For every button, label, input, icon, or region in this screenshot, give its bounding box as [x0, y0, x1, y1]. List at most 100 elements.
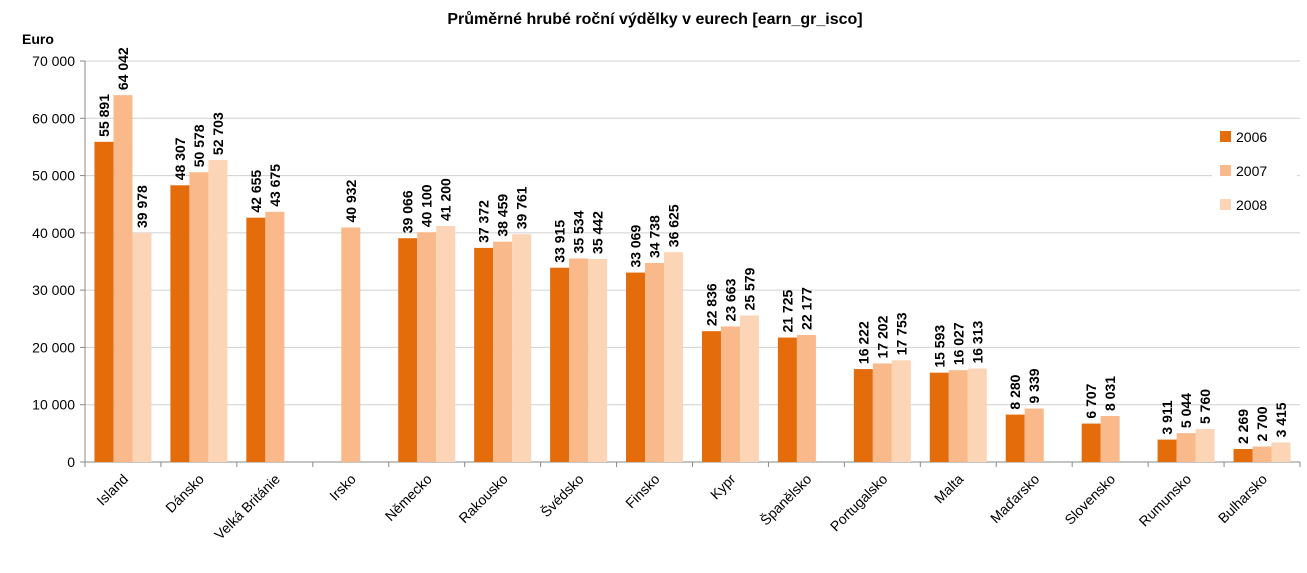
bar [796, 334, 816, 462]
bar [113, 95, 133, 462]
bar [626, 272, 646, 462]
x-tick-label: Německo [382, 471, 435, 524]
value-label: 22 177 [798, 287, 814, 330]
bar [550, 267, 570, 462]
x-tick-label: Portugalsko [827, 471, 891, 535]
y-tick-label: 70 000 [32, 53, 75, 69]
bar [417, 232, 437, 462]
bar [1005, 414, 1025, 462]
x-tick-label: Rumunsko [1136, 471, 1195, 530]
x-tick-label: Slovensko [1061, 471, 1118, 528]
value-label: 3 415 [1273, 402, 1289, 437]
value-label: 8 280 [1007, 374, 1023, 409]
value-label: 35 442 [590, 211, 606, 254]
x-tick-label: Dánsko [162, 471, 207, 516]
x-tick-label: Island [93, 471, 131, 509]
value-label: 3 911 [1159, 400, 1175, 434]
value-label: 43 675 [267, 164, 283, 207]
bar [1252, 446, 1272, 462]
value-label: 50 578 [191, 124, 207, 167]
value-label: 39 978 [134, 185, 150, 228]
x-tick-label: Velká Británie [211, 471, 283, 543]
value-label: 55 891 [96, 94, 112, 137]
legend-swatch [1220, 165, 1231, 176]
y-tick-label: 30 000 [32, 282, 75, 298]
value-label: 23 663 [722, 278, 738, 321]
bar [1233, 449, 1253, 462]
bar [189, 172, 209, 462]
value-label: 40 932 [343, 179, 359, 222]
legend-label: 2007 [1236, 163, 1267, 179]
bar [1024, 408, 1044, 462]
value-label: 35 534 [571, 210, 587, 253]
value-label: 22 836 [703, 283, 719, 326]
bar [569, 258, 589, 462]
bar [1176, 433, 1196, 462]
bar [872, 363, 892, 462]
y-tick-label: 20 000 [32, 339, 75, 355]
bar [94, 141, 114, 463]
value-label: 15 593 [931, 325, 947, 368]
bar [588, 258, 608, 462]
y-tick-label: 50 000 [32, 168, 75, 184]
x-tick-label: Finsko [622, 471, 663, 512]
x-tick-label: Švédsko [537, 471, 586, 520]
bar [739, 315, 759, 462]
legend-label: 2008 [1236, 197, 1267, 213]
value-label: 21 725 [779, 290, 795, 333]
value-label: 17 202 [874, 315, 890, 358]
value-label: 36 625 [666, 204, 682, 247]
y-tick-label: 0 [67, 454, 75, 470]
bar [664, 252, 684, 462]
value-label: 8 031 [1102, 376, 1118, 411]
y-axis-title: Euro [22, 31, 54, 47]
bar [948, 370, 968, 462]
value-label: 41 200 [438, 178, 454, 221]
y-tick-label: 10 000 [32, 397, 75, 413]
x-tick-label: Rakousko [455, 471, 510, 526]
y-tick-label: 60 000 [32, 110, 75, 126]
bar [1081, 423, 1101, 462]
value-label: 16 222 [855, 321, 871, 364]
value-label: 42 655 [248, 170, 264, 213]
value-label: 39 066 [400, 190, 416, 233]
value-label: 16 313 [969, 321, 985, 364]
value-label: 17 753 [893, 312, 909, 355]
bar [701, 331, 721, 462]
bar [929, 372, 949, 462]
value-label: 39 761 [514, 186, 530, 229]
chart-title: Průměrné hrubé roční výdělky v eurech [e… [447, 11, 862, 28]
bar [512, 234, 532, 462]
value-label: 48 307 [172, 137, 188, 180]
value-label: 38 459 [495, 194, 511, 237]
bar [1195, 429, 1215, 462]
value-label: 34 738 [647, 215, 663, 258]
bar [645, 263, 665, 462]
x-tick-label: Bulharsko [1215, 471, 1270, 526]
bar [341, 227, 361, 462]
bar [265, 211, 285, 462]
x-tick-label: Malta [931, 471, 967, 507]
value-label: 40 100 [419, 184, 435, 227]
value-label: 2 269 [1235, 409, 1251, 444]
x-tick-label: Španělsko [757, 471, 815, 529]
value-label: 33 915 [552, 220, 568, 263]
value-label: 5 044 [1178, 393, 1194, 428]
bar [1157, 439, 1177, 462]
value-label: 16 027 [950, 322, 966, 365]
value-label: 2 700 [1254, 406, 1270, 441]
y-tick-label: 40 000 [32, 225, 75, 241]
bar [398, 238, 418, 462]
bar [967, 368, 987, 462]
bar [493, 241, 513, 462]
bar [208, 160, 228, 462]
value-label: 25 579 [741, 267, 757, 310]
legend-label: 2006 [1236, 129, 1267, 145]
value-label: 33 069 [628, 225, 644, 268]
bar [891, 360, 911, 462]
value-label: 5 760 [1197, 389, 1213, 424]
bar [436, 225, 456, 462]
bar [777, 337, 797, 462]
legend-swatch [1220, 199, 1231, 210]
